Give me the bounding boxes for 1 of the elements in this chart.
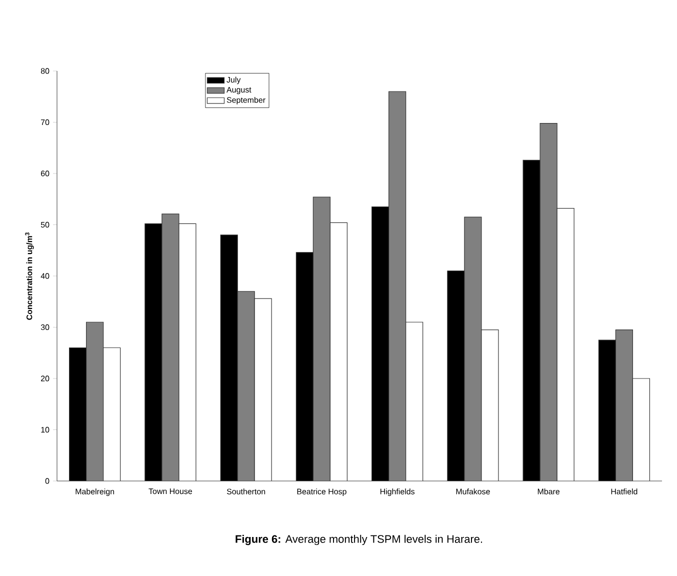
text: Figure 6: Average monthly TSPM levels in Harare. <box>236 534 482 546</box>
